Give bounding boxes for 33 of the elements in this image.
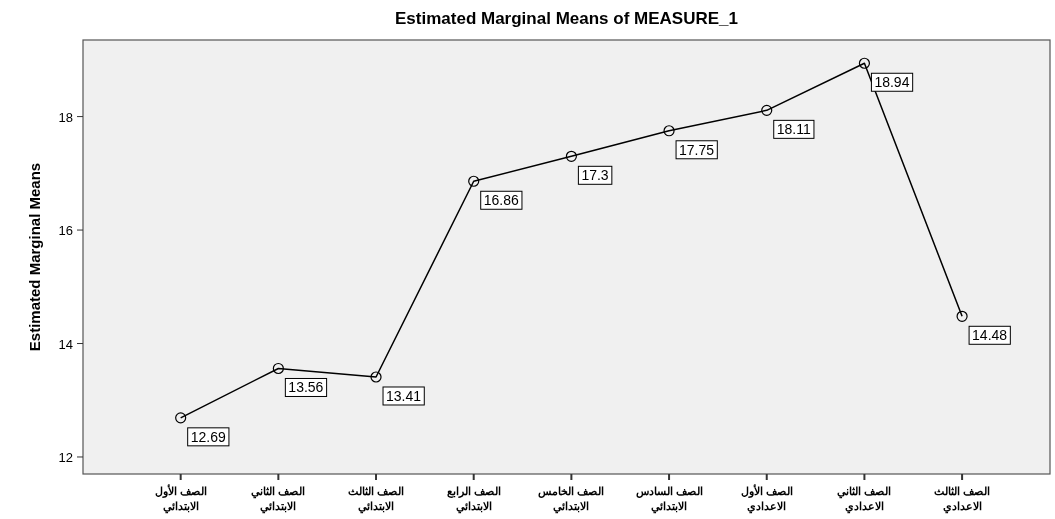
chart-title: Estimated Marginal Means of MEASURE_1 [395, 9, 738, 28]
point [468, 175, 480, 187]
data-label: 12.69 [190, 428, 226, 445]
data-label: 17.75 [679, 141, 715, 158]
y-tick-label: 12 [58, 449, 73, 465]
y-axis-title: Estimated Marginal Means [26, 162, 43, 352]
x-tick-label: الصف الثاني الاعدادي [837, 485, 892, 514]
data-label: 18.11 [776, 121, 811, 138]
x-tick-label: الصف الخامس الابتدائي [538, 485, 605, 514]
point [761, 104, 773, 116]
point [565, 150, 577, 162]
point [858, 57, 871, 69]
data-label: 17.3 [581, 167, 609, 184]
data-label: 13.56 [288, 379, 324, 396]
y-tick-label: 16 [58, 223, 73, 239]
point [956, 310, 968, 322]
data-label: 18.94 [874, 74, 910, 91]
point [272, 362, 284, 375]
x-tick-label: الصف الرابع الابتدائي [446, 485, 501, 514]
data-label: 16.86 [483, 192, 519, 209]
data-label: 14.48 [972, 327, 1008, 344]
x-tick-label: الصف الأول الابتدائي [154, 484, 207, 514]
x-tick-label: الصف الثالث الاعدادي [934, 485, 991, 514]
x-tick-label: الصف السادس الابتدائي [635, 485, 703, 514]
y-tick-label: 18 [58, 109, 73, 125]
point [175, 412, 187, 424]
y-tick-label: 14 [58, 336, 73, 352]
x-tick-label: الصف الأول الاعدادي [740, 484, 793, 514]
point [663, 125, 675, 137]
x-tick-label: الصف الثالث الابتدائي [348, 485, 405, 514]
data-label: 13.41 [386, 387, 422, 404]
x-tick-label: الصف الثاني الابتدائي [251, 485, 306, 514]
point [370, 371, 382, 383]
